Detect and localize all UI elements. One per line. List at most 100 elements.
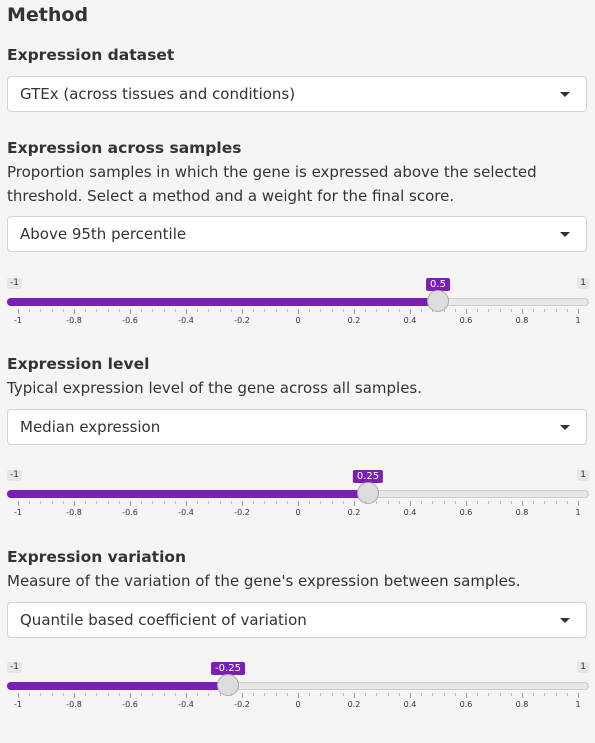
- slider-major-tick: [130, 501, 131, 506]
- slider-major-tick: [186, 693, 187, 698]
- slider-minor-tick: [455, 501, 456, 504]
- slider-minor-tick: [365, 501, 366, 504]
- slider-tick-label: 0: [295, 316, 301, 325]
- slider-tick-label: -0.6: [122, 508, 138, 517]
- slider-minor-tick: [376, 501, 377, 504]
- slider-handle[interactable]: [217, 674, 239, 696]
- samples-method-select[interactable]: Above 95th percentile: [7, 216, 587, 252]
- slider-tick-label: 0.2: [347, 316, 361, 325]
- slider-tick-label: 1: [575, 508, 581, 517]
- slider-handle[interactable]: [427, 290, 449, 312]
- slider-minor-tick: [287, 693, 288, 696]
- level-description: Typical expression level of the gene acr…: [7, 379, 423, 397]
- variation-method-value: Quantile based coefficient of variation: [20, 611, 307, 629]
- slider-minor-tick: [40, 501, 41, 504]
- slider-major-tick: [578, 693, 579, 698]
- slider-major-tick: [298, 309, 299, 314]
- slider-minor-tick: [544, 309, 545, 312]
- slider-minor-tick: [444, 501, 445, 504]
- slider-minor-tick: [276, 501, 277, 504]
- slider-minor-tick: [264, 693, 265, 696]
- slider-minor-tick: [96, 309, 97, 312]
- slider-max-label: 1: [577, 278, 589, 289]
- slider-minor-tick: [533, 309, 534, 312]
- slider-minor-tick: [544, 693, 545, 696]
- slider-minor-tick: [388, 309, 389, 312]
- slider-major-tick: [522, 501, 523, 506]
- slider-minor-tick: [309, 693, 310, 696]
- slider-minor-tick: [108, 693, 109, 696]
- slider-tick-label: -0.4: [178, 700, 194, 709]
- slider-minor-tick: [231, 309, 232, 312]
- chevron-down-icon: [560, 232, 570, 237]
- samples-weight-slider[interactable]: -1 1 0.5 -1 -0.8 -0.6 -0.4 -0.2 0 0.2 0.4 0.6 0.8 1: [7, 278, 589, 328]
- slider-tick-label: -0.8: [66, 316, 82, 325]
- slider-tick-label: -0.4: [178, 316, 194, 325]
- slider-minor-tick: [388, 501, 389, 504]
- level-weight-slider[interactable]: -1 1 0.25 -1 -0.8 -0.6 -0.4 -0.2 0 0.2 0.4 0.6 0.8 1: [7, 470, 589, 520]
- slider-minor-tick: [85, 501, 86, 504]
- slider-minor-tick: [208, 501, 209, 504]
- slider-major-tick: [466, 309, 467, 314]
- slider-major-tick: [242, 501, 243, 506]
- slider-minor-tick: [556, 309, 557, 312]
- slider-minor-tick: [231, 693, 232, 696]
- slider-major-tick: [242, 309, 243, 314]
- slider-minor-tick: [320, 501, 321, 504]
- slider-tick-label: -0.2: [234, 508, 250, 517]
- slider-tick-label: 0: [295, 700, 301, 709]
- slider-minor-tick: [567, 501, 568, 504]
- slider-minor-tick: [231, 501, 232, 504]
- slider-minor-tick: [533, 501, 534, 504]
- slider-minor-tick: [63, 501, 64, 504]
- page-title: Method: [7, 4, 89, 26]
- slider-minor-tick: [500, 693, 501, 696]
- slider-major-tick: [410, 309, 411, 314]
- slider-min-label: -1: [7, 278, 22, 289]
- slider-minor-tick: [175, 501, 176, 504]
- slider-minor-tick: [365, 309, 366, 312]
- level-title: Expression level: [7, 355, 150, 373]
- slider-tick-label: -0.8: [66, 508, 82, 517]
- slider-major-tick: [186, 309, 187, 314]
- slider-minor-tick: [96, 693, 97, 696]
- slider-major-tick: [410, 693, 411, 698]
- slider-major-tick: [354, 501, 355, 506]
- slider-major-tick: [522, 693, 523, 698]
- slider-fill: [7, 490, 368, 498]
- level-method-select[interactable]: Median expression: [7, 409, 587, 445]
- variation-method-select[interactable]: Quantile based coefficient of variation: [7, 602, 587, 638]
- slider-minor-tick: [197, 501, 198, 504]
- slider-minor-tick: [152, 309, 153, 312]
- slider-min-label: -1: [7, 662, 22, 673]
- slider-minor-tick: [332, 693, 333, 696]
- dataset-title: Expression dataset: [7, 46, 175, 64]
- slider-minor-tick: [399, 309, 400, 312]
- slider-tick-label: 0.6: [459, 700, 473, 709]
- slider-major-tick: [522, 309, 523, 314]
- slider-tick-label: -0.2: [234, 316, 250, 325]
- slider-tick-label: 0.2: [347, 508, 361, 517]
- slider-tick-label: -0.2: [234, 700, 250, 709]
- slider-minor-tick: [96, 501, 97, 504]
- slider-tick-label: 0.6: [459, 508, 473, 517]
- slider-minor-tick: [320, 693, 321, 696]
- slider-minor-tick: [477, 309, 478, 312]
- slider-minor-tick: [567, 309, 568, 312]
- slider-minor-tick: [309, 309, 310, 312]
- slider-major-tick: [578, 501, 579, 506]
- slider-minor-tick: [119, 693, 120, 696]
- slider-minor-tick: [152, 501, 153, 504]
- slider-tick-label: 0.8: [515, 508, 529, 517]
- slider-minor-tick: [343, 693, 344, 696]
- slider-minor-tick: [455, 309, 456, 312]
- slider-minor-tick: [119, 501, 120, 504]
- dataset-select[interactable]: GTEx (across tissues and conditions): [7, 76, 587, 112]
- slider-minor-tick: [511, 693, 512, 696]
- slider-minor-tick: [175, 693, 176, 696]
- slider-minor-tick: [477, 693, 478, 696]
- slider-minor-tick: [152, 693, 153, 696]
- slider-handle[interactable]: [357, 482, 379, 504]
- variation-weight-slider[interactable]: -1 1 -0.25 -1 -0.8 -0.6 -0.4 -0.2 0 0.2 0.4 0.6 0.8 1: [7, 662, 589, 712]
- slider-minor-tick: [511, 309, 512, 312]
